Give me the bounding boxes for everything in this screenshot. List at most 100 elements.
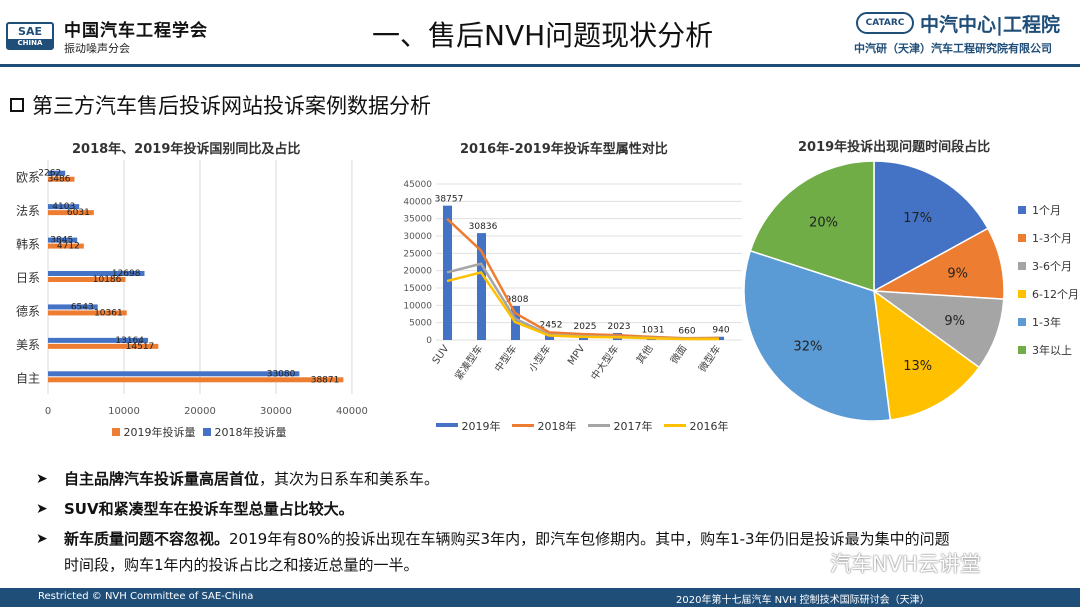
chart1-data-label: 12698 [112,269,141,279]
legend-swatch-2017-icon [588,424,610,427]
chart2-y-tick: 40000 [403,197,432,207]
chart2-data-label: 2023 [608,322,631,332]
checkbox-square-icon [10,98,24,112]
org-sub: 振动噪声分会 [64,42,130,55]
chart1-data-label: 4712 [57,242,80,252]
chart1-bar [48,271,145,276]
conclusion-3-continued: 时间段，购车1年内的投诉占比之和接近总量的一半。 [64,556,419,574]
footer-copyright: Restricted © NVH Committee of SAE-China [38,591,254,602]
chart2-category-label: 紧凑型车 [452,342,486,382]
chart2-series-line [446,270,719,341]
chart1-bar [48,210,94,216]
chart3-legend-swatch [1018,262,1026,270]
chart3-slice-label: 9% [944,314,965,329]
conclusion-item-2: ➤ SUV和紧凑型车在投诉车型总量占比较大。 [36,496,1056,526]
chart1-data-label: 33080 [267,369,296,379]
chart1-data-label: 3845 [50,236,73,246]
chart3-legend-swatch [1018,318,1026,326]
chart2-data-label: 660 [678,327,695,337]
chart3-legend-label: 1-3年 [1032,315,1061,329]
section-title-text: 第三方汽车售后投诉网站投诉案例数据分析 [32,94,431,118]
section-title: 第三方汽车售后投诉网站投诉案例数据分析 [10,90,431,120]
chart3-slice-label: 32% [793,340,822,355]
chart3-pie-slice [743,249,892,422]
chart3-pie-slice [873,160,989,293]
chart2-y-tick: 0 [426,336,432,346]
chart1-legend-2018: 2018年投诉量 [214,426,287,439]
chart2-y-tick: 10000 [403,301,432,311]
sae-logo-text: SAE [18,25,42,38]
chart2-category-label: 中型车 [492,342,520,374]
chart1-x-tick: 30000 [260,406,292,417]
chart3-legend-swatch [1018,206,1026,214]
chart1-bar [48,310,127,316]
arrow-bullet-icon: ➤ [36,531,48,547]
chart2-legend-2017: 2017年 [613,420,653,433]
chart1-bar [48,277,126,282]
chart2-y-tick: 45000 [403,180,432,190]
chart3-slice-label: 17% [903,211,932,226]
sae-china-logo: SAE CHINA [6,22,54,50]
chart2-category-label: 微面 [667,342,689,366]
chart2-category-label: SUV [431,343,452,366]
chart2-data-label: 2452 [540,320,563,330]
chart3-slice-label: 20% [809,216,838,231]
chart1-x-tick: 10000 [108,406,140,417]
catarc-sub: 中汽研（天津）汽车工程研究院有限公司 [854,42,1052,55]
chart3-legend-label: 3年以上 [1032,343,1072,357]
slide-header: SAE CHINA 中国汽车工程学会 振动噪声分会 一、售后NVH问题现状分析 … [0,0,1080,64]
chart1-legend: 2019年投诉量 2018年投诉量 [112,424,287,440]
chart1-data-label: 6543 [71,302,94,312]
conclusion-3-bold: 新车质量问题不容忽视。 [64,530,230,548]
conclusion-item-1: ➤ 自主品牌汽车投诉量高居首位，其次为日系车和美系车。 [36,466,1056,496]
chart1-bar [48,304,98,310]
chart2-legend: 2019年 2018年 2017年 2016年 [436,418,729,434]
chart1-legend-2019: 2019年投诉量 [123,426,196,439]
chart2-y-tick: 15000 [403,284,432,294]
chart3-time-period-pie: 17% 9% 9% 13% 32% 20% 1个月 1-3个月 3-6个月 6-12个月 1-3年 3… [743,160,1079,422]
chart2-legend-2019: 2019年 [461,420,501,433]
chart3-legend-swatch [1018,234,1026,242]
org-name: 中国汽车工程学会 [64,21,208,41]
footer-event: 2020年第十七届汽车 NVH 控制技术国际研讨会（天津） [676,595,930,606]
chart2-y-tick: 35000 [403,215,432,225]
chart1-data-label: 10186 [93,275,122,285]
chart2-data-label: 30836 [469,222,498,232]
chart2-data-label: 38757 [435,195,464,205]
chart2-vehicle-type-chart: 0 5000 10000 15000 20000 25000 30000 35000 40000… [403,180,742,382]
chart1-data-label: 6031 [67,208,90,218]
chart2-legend-2018: 2018年 [537,420,577,433]
arrow-bullet-icon: ➤ [36,471,48,487]
chart2-series-line [446,217,720,340]
chart1-data-label: 10361 [94,308,123,318]
header-divider [0,64,1080,67]
chart1-bar [48,337,149,343]
legend-swatch-2018-icon [512,424,534,427]
chart1-x-tick: 0 [45,406,51,417]
chart2-data-label: 940 [712,326,729,336]
chart2-category-label: 中大型车 [588,342,622,382]
chart2-bar [477,233,486,340]
chart3-pie-slice [749,160,875,293]
slide-footer: Restricted © NVH Committee of SAE-China … [0,588,1080,607]
chart1-bar [48,204,80,210]
chart3-legend-label: 1-3个月 [1032,232,1072,245]
chart1-bar [48,377,344,383]
legend-swatch-2019-icon [112,428,120,436]
conclusion-2-bold: SUV和紧凑型车在投诉车型总量占比较大。 [64,500,354,518]
chart2-data-label: 1031 [642,325,665,335]
conclusion-3-text: 2019年有80%的投诉出现在车辆购买3年内，即汽车包修期内。其中，购车1-3年… [229,530,950,548]
chart2-title: 2016年-2019年投诉车型属性对比 [460,142,668,157]
chart2-y-tick: 25000 [403,249,432,259]
page-title: 一、售后NVH问题现状分析 [372,19,714,52]
chart1-x-tick: 20000 [184,406,216,417]
chart1-bar [48,371,300,377]
chart3-legend-swatch [1018,290,1026,298]
chart1-category-label: 自主 [16,371,40,385]
chart2-y-tick: 20000 [403,267,432,277]
watermark: 汽车NVH云讲堂 [830,552,981,576]
chart3-slice-label: 13% [903,359,932,374]
chart2-y-tick: 30000 [403,232,432,242]
chart2-legend-2016: 2016年 [689,420,729,433]
